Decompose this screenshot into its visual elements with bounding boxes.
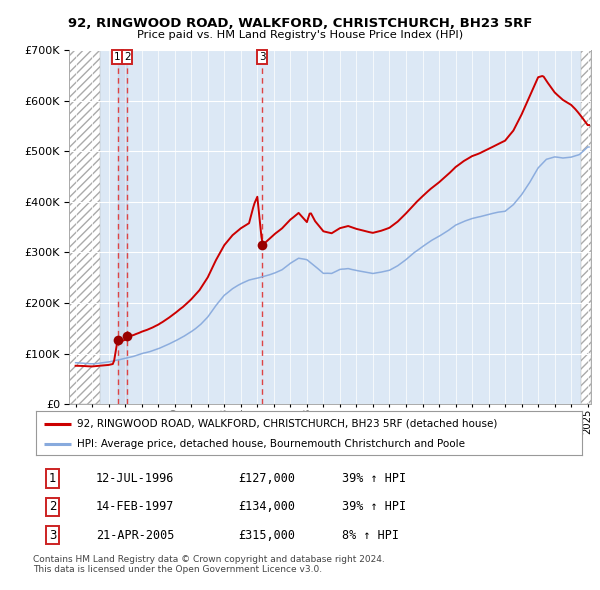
Text: 14-FEB-1997: 14-FEB-1997	[96, 500, 175, 513]
Text: 12-JUL-1996: 12-JUL-1996	[96, 472, 175, 485]
Text: 2: 2	[124, 52, 130, 62]
Text: 21-APR-2005: 21-APR-2005	[96, 529, 175, 542]
Text: 1: 1	[114, 52, 121, 62]
Text: 8% ↑ HPI: 8% ↑ HPI	[342, 529, 399, 542]
Text: 39% ↑ HPI: 39% ↑ HPI	[342, 472, 406, 485]
Bar	[69, 50, 100, 404]
Text: Contains HM Land Registry data © Crown copyright and database right 2024.: Contains HM Land Registry data © Crown c…	[33, 555, 385, 563]
Text: Price paid vs. HM Land Registry's House Price Index (HPI): Price paid vs. HM Land Registry's House …	[137, 30, 463, 40]
Text: HPI: Average price, detached house, Bournemouth Christchurch and Poole: HPI: Average price, detached house, Bour…	[77, 440, 465, 450]
Text: 2: 2	[49, 500, 56, 513]
Text: £315,000: £315,000	[238, 529, 295, 542]
Text: 3: 3	[49, 529, 56, 542]
Text: 3: 3	[259, 52, 266, 62]
Text: 92, RINGWOOD ROAD, WALKFORD, CHRISTCHURCH, BH23 5RF: 92, RINGWOOD ROAD, WALKFORD, CHRISTCHURC…	[68, 17, 532, 30]
Text: 39% ↑ HPI: 39% ↑ HPI	[342, 500, 406, 513]
Text: £134,000: £134,000	[238, 500, 295, 513]
Text: 1: 1	[49, 472, 56, 485]
Text: 92, RINGWOOD ROAD, WALKFORD, CHRISTCHURCH, BH23 5RF (detached house): 92, RINGWOOD ROAD, WALKFORD, CHRISTCHURC…	[77, 419, 497, 428]
Bar	[581, 50, 591, 404]
Text: This data is licensed under the Open Government Licence v3.0.: This data is licensed under the Open Gov…	[33, 565, 322, 574]
Bar	[118, 50, 127, 404]
Text: £127,000: £127,000	[238, 472, 295, 485]
